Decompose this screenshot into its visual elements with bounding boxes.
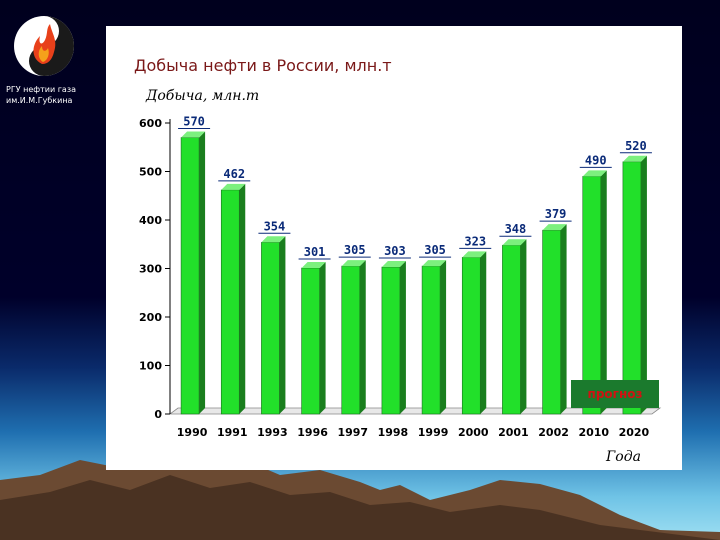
- bar-value-label: 379: [545, 207, 567, 221]
- bar-value-label: 305: [344, 243, 366, 257]
- bar-top: [381, 261, 406, 268]
- bar-side: [520, 239, 527, 414]
- x-tick-label: 2000: [458, 426, 489, 439]
- y-tick-label: 600: [139, 117, 162, 130]
- bar: [461, 257, 481, 415]
- y-tick-label: 500: [139, 166, 162, 179]
- bar-top: [341, 260, 366, 267]
- bar-side: [640, 155, 647, 415]
- x-tick-label: 2002: [538, 426, 569, 439]
- bar: [582, 176, 602, 415]
- bar-side: [560, 224, 567, 414]
- x-tick-label: 1999: [418, 426, 449, 439]
- chart-floor: [168, 407, 662, 415]
- x-tick-label: 2010: [578, 426, 609, 439]
- bar-side: [480, 251, 487, 414]
- bar-side: [440, 260, 447, 414]
- mountains-decoration: [0, 450, 720, 540]
- bar-value-label: 303: [384, 244, 406, 258]
- bar-top: [622, 155, 647, 162]
- bar-top: [261, 236, 286, 243]
- y-tick-label: 200: [139, 311, 162, 324]
- bar: [421, 265, 441, 415]
- y-tick-label: 0: [154, 408, 162, 421]
- x-tick-label: 1996: [297, 426, 328, 439]
- x-tick-label: 1993: [257, 426, 288, 439]
- bar: [622, 161, 642, 415]
- university-logo: [14, 16, 74, 76]
- x-tick-label: 2001: [498, 426, 529, 439]
- y-tick-label: 400: [139, 214, 162, 227]
- bar-value-label: 520: [625, 139, 647, 153]
- bar-top: [221, 183, 246, 190]
- bar-top: [542, 224, 567, 231]
- bar-top: [462, 251, 487, 258]
- bar-value-label: 348: [505, 222, 527, 236]
- bar-top: [502, 239, 527, 246]
- bar: [381, 266, 401, 415]
- bar-side: [600, 170, 607, 414]
- x-axis-label: Года: [606, 449, 641, 465]
- bar-side: [319, 262, 326, 414]
- forecast-note: прогноз: [571, 380, 659, 408]
- x-tick-label: 1990: [177, 426, 208, 439]
- chart-title: Добыча нефти в России, млн.т: [134, 56, 392, 75]
- bar-top: [582, 170, 607, 177]
- bar: [341, 265, 361, 415]
- bar-side: [279, 236, 286, 414]
- bar-value-label: 354: [264, 219, 286, 233]
- x-tick-label: 2020: [619, 426, 650, 439]
- bar: [220, 189, 240, 415]
- bar-top: [301, 262, 326, 269]
- bar-side: [399, 261, 406, 414]
- bar: [502, 244, 521, 415]
- organization-subname: им.И.М.Губкина: [6, 96, 73, 105]
- bar-value-label: 301: [304, 245, 326, 259]
- x-tick-label: 1991: [217, 426, 248, 439]
- chart-panel: Добыча нефти в России, млн.т Добыча, млн…: [106, 26, 682, 470]
- y-axis-label: Добыча, млн.т: [146, 88, 260, 104]
- x-tick-label: 1998: [378, 426, 409, 439]
- y-tick-label: 300: [139, 263, 162, 276]
- bar: [301, 267, 320, 415]
- bar: [180, 137, 200, 415]
- bar-value-label: 570: [183, 115, 205, 129]
- bar-value-label: 490: [585, 153, 607, 167]
- bar-value-label: 305: [424, 243, 446, 257]
- y-tick-label: 100: [139, 360, 162, 373]
- organization-name: РГУ нефтии газа: [6, 85, 76, 94]
- bar: [542, 229, 561, 415]
- bar-top: [181, 131, 206, 138]
- bar-top: [422, 260, 447, 267]
- organization-label: РГУ нефтии газа им.И.М.Губкина: [6, 84, 76, 106]
- bar-side: [359, 260, 366, 414]
- bar-side: [199, 131, 206, 415]
- bar: [261, 242, 280, 415]
- bar-side: [239, 183, 246, 414]
- bar-value-label: 462: [223, 167, 245, 181]
- bar-value-label: 323: [464, 234, 486, 248]
- bar-chart: 0 100 200 300 400 500 600 570 1990 462 1991 354 1993…: [139, 115, 662, 439]
- x-tick-label: 1997: [337, 426, 368, 439]
